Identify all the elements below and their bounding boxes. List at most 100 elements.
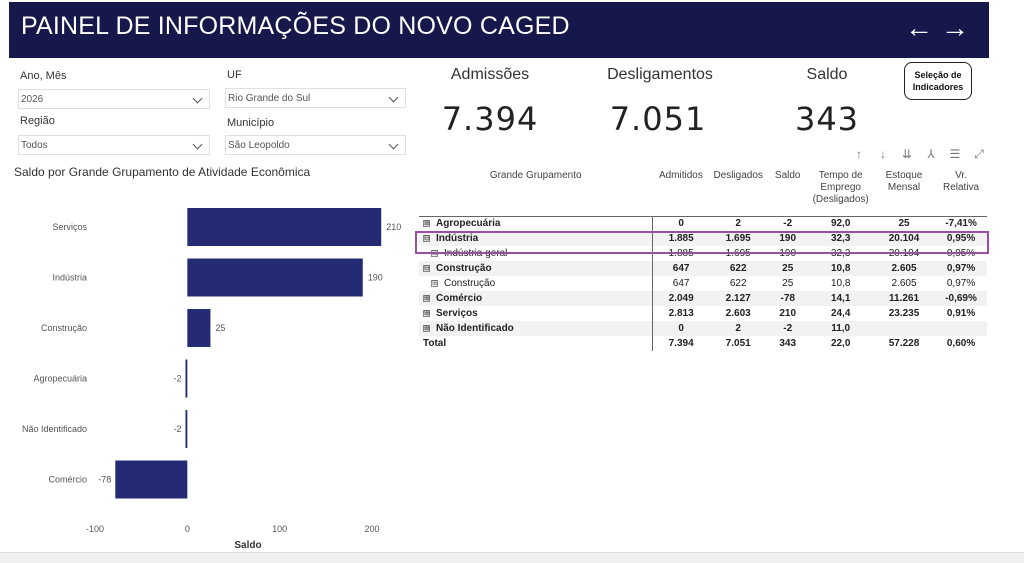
expand-icon[interactable]: ⊞: [423, 309, 430, 317]
selecao-line-1: Seleção de: [914, 70, 962, 80]
header-desligados[interactable]: Desligados: [713, 170, 763, 181]
table-cell: 23.235: [888, 308, 920, 319]
table-cell: 1.885: [651, 231, 710, 246]
table-row[interactable]: ⊟ Construção 647 622 25 10,8 2.605 0,97%: [419, 261, 987, 276]
bar-0[interactable]: [187, 208, 382, 246]
table-cell: 0,95%: [935, 231, 987, 246]
table-cell: 25: [782, 278, 794, 289]
table-cell: -0,69%: [935, 291, 987, 306]
bar-1[interactable]: [187, 258, 363, 297]
category-label: Agropecuária: [33, 374, 87, 384]
highlight-box: [415, 231, 989, 254]
category-label: Indústria: [52, 273, 87, 283]
table-cell: 25: [766, 261, 809, 276]
bar-5[interactable]: [115, 460, 188, 499]
table-cell: 0: [651, 321, 710, 336]
table-cell: 0: [651, 215, 710, 231]
table-row[interactable]: ⊞ Construção 647 622 25 10,8 2.605 0,97%: [419, 276, 987, 291]
table-cell: 622: [709, 261, 767, 276]
table-cell: 10,8: [830, 278, 851, 289]
bar-4[interactable]: [185, 410, 188, 448]
kpi-label-saldo: Saldo: [806, 66, 848, 83]
table-cell: [935, 321, 987, 336]
visual-toolbar: ↑ ↓ ⇊ ⅄ ☰ ⤢: [851, 147, 987, 162]
row-label: Indústria: [436, 233, 479, 244]
filter-label-uf: UF: [227, 69, 242, 81]
kpi-value-desligamentos: 7.051: [609, 100, 707, 138]
filter-select-municipio[interactable]: São Leopoldo: [225, 135, 406, 155]
table-cell: 1.695: [709, 231, 767, 246]
table-cell: 7.051: [725, 338, 751, 349]
selecao-indicadores-button[interactable]: Seleção de Indicadores: [904, 62, 972, 100]
kpi-value-admissoes: 7.394: [441, 100, 539, 138]
expand-icon[interactable]: ⊞: [423, 324, 430, 332]
x-axis-label: Saldo: [234, 540, 261, 551]
header-grande-grupamento[interactable]: Grande Grupamento: [489, 170, 582, 181]
filter-label-municipio: Município: [227, 117, 275, 129]
table-row[interactable]: ⊞ Não Identificado 0 2 -2 11,0: [419, 321, 987, 336]
chevron-down-icon: [192, 139, 203, 150]
expand-icon[interactable]: ⊞: [431, 279, 438, 287]
table-cell: 2.603: [725, 308, 751, 319]
row-label-cell: ⊞ Não Identificado: [419, 321, 653, 336]
data-label: 25: [215, 323, 225, 333]
table-row[interactable]: ⊞ Serviços 2.813 2.603 210 24,4 23.235 0,91%: [419, 306, 987, 321]
navigation-arrows: ← →: [905, 12, 969, 43]
table-cell: 11.261: [872, 291, 936, 306]
x-tick-label: 200: [364, 524, 379, 534]
arrow-right-icon[interactable]: →: [941, 12, 969, 43]
row-label: Construção: [436, 263, 492, 274]
expand-hierarchy-icon[interactable]: ⅄: [927, 147, 935, 161]
double-arrow-down-icon[interactable]: ⇊: [901, 147, 913, 161]
table-row[interactable]: ⊞ Comércio 2.049 2.127 -78 14,1 11.261 -0,69%: [419, 291, 987, 306]
filter-select-ano-mes[interactable]: 2026: [18, 89, 210, 109]
data-label: -2: [173, 424, 181, 434]
filter-icon[interactable]: ☰: [949, 147, 961, 161]
filter-value-uf: Rio Grande do Sul: [228, 93, 311, 104]
page-title: PAINEL DE INFORMAÇÕES DO NOVO CAGED: [21, 12, 570, 40]
table-cell: 57.228: [888, 338, 920, 349]
chevron-down-icon: [388, 92, 399, 103]
expand-icon[interactable]: ⊞: [423, 220, 430, 228]
arrow-up-icon[interactable]: ↑: [856, 147, 862, 161]
table-cell: [872, 321, 936, 336]
expand-icon[interactable]: ⊞: [423, 294, 430, 302]
row-label: Serviços: [436, 308, 478, 319]
header-admitidos[interactable]: Admitidos: [658, 170, 703, 181]
header-tempo-emprego[interactable]: Tempo de Emprego (Desligados): [812, 170, 869, 205]
grupamento-matrix-table: Grande Grupamento Admitidos Desligados S…: [419, 168, 987, 351]
collapse-icon[interactable]: ⊟: [423, 234, 430, 242]
table-row[interactable]: ⊞ Agropecuária 0 2 -2 92,0 25 -7,41%: [419, 215, 987, 231]
bar-3[interactable]: [185, 359, 188, 398]
chevron-down-icon: [192, 93, 203, 104]
header-vr-relativa[interactable]: Vr. Relativa: [942, 170, 980, 193]
row-label-cell: ⊞ Construção: [419, 276, 652, 291]
category-label: Comércio: [48, 475, 87, 485]
arrow-left-icon[interactable]: ←: [905, 12, 933, 43]
kpi-label-desligamentos: Desligamentos: [607, 66, 713, 83]
data-label: -2: [173, 374, 181, 384]
table-cell: 622: [729, 278, 747, 289]
header-estoque-mensal[interactable]: Estoque Mensal: [885, 170, 923, 193]
table-cell: -7,41%: [935, 215, 987, 231]
filter-select-uf[interactable]: Rio Grande do Sul: [225, 88, 406, 108]
table-cell: 11,0: [808, 321, 873, 336]
row-label-cell: ⊞ Agropecuária: [419, 215, 653, 231]
table-cell: 25: [872, 215, 936, 231]
category-label: Construção: [41, 323, 87, 333]
bar-2[interactable]: [187, 309, 211, 347]
kpi-label-admissoes: Admissões: [450, 66, 530, 83]
header-saldo[interactable]: Saldo: [774, 170, 801, 181]
table-cell: 14,1: [808, 291, 873, 306]
filter-label-regiao: Região: [20, 115, 55, 127]
table-cell: 190: [766, 231, 809, 246]
filter-select-regiao[interactable]: Todos: [18, 135, 210, 155]
arrow-down-icon[interactable]: ↓: [880, 147, 886, 161]
table-row[interactable]: ⊟ Indústria 1.885 1.695 190 32,3 20.104 0,95%: [419, 231, 987, 246]
focus-mode-icon[interactable]: ⤢: [974, 147, 984, 161]
table-cell: 22,0: [830, 338, 851, 349]
table-row[interactable]: Total 7.394 7.051 343 22,0 57.228 0,60%: [419, 336, 987, 351]
x-tick-label: 100: [272, 524, 287, 534]
collapse-icon[interactable]: ⊟: [423, 264, 430, 272]
table-cell: 343: [779, 338, 797, 349]
